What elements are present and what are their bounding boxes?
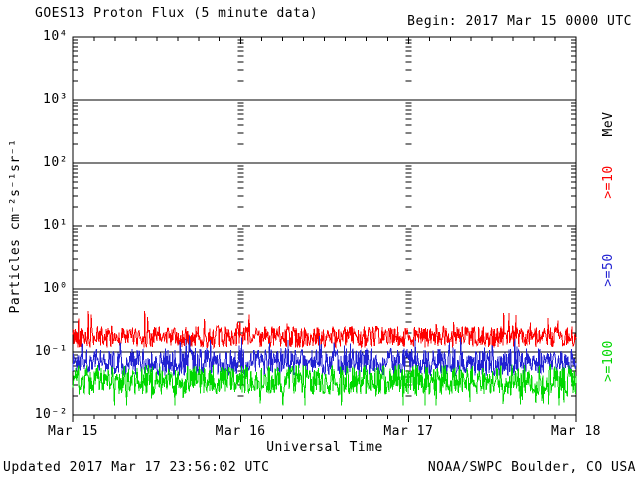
- legend-entry-ge50: >=50: [601, 253, 616, 287]
- legend-entry-ge10: >=10: [601, 165, 616, 199]
- y-tick-label: 10³: [43, 92, 68, 107]
- footer-source: NOAA/SWPC Boulder, CO USA: [427, 460, 636, 475]
- x-tick-label: Mar 16: [215, 424, 266, 439]
- legend-entry-ge100: >=100: [601, 340, 616, 382]
- legend-unit-mev: MeV: [601, 111, 616, 137]
- y-tick-label: 10⁰: [43, 281, 68, 296]
- y-tick-label: 10²: [43, 155, 68, 170]
- y-tick-label: 10⁻²: [34, 407, 68, 422]
- begin-timestamp: Begin: 2017 Mar 15 0000 UTC: [407, 14, 632, 29]
- series-trace-protons_ge_50_MeV: [72, 335, 577, 378]
- decade-gridlines: [73, 99, 576, 353]
- series-trace-protons_ge_10_MeV: [72, 310, 577, 350]
- y-tick-label: 10⁻¹: [34, 344, 68, 359]
- plot-title: GOES13 Proton Flux (5 minute data): [35, 6, 319, 21]
- footer-updated-timestamp: Updated 2017 Mar 17 23:56:02 UTC: [3, 460, 270, 475]
- x-tick-label: Mar 15: [48, 424, 98, 439]
- x-tick-label: Mar 17: [383, 424, 434, 439]
- series-trace-protons_ge_100_MeV: [72, 363, 577, 406]
- y-tick-label: 10¹: [43, 218, 68, 233]
- y-tick-label: 10⁴: [43, 29, 68, 44]
- x-axis-title: Universal Time: [266, 440, 383, 455]
- x-tick-label: Mar 18: [551, 424, 601, 439]
